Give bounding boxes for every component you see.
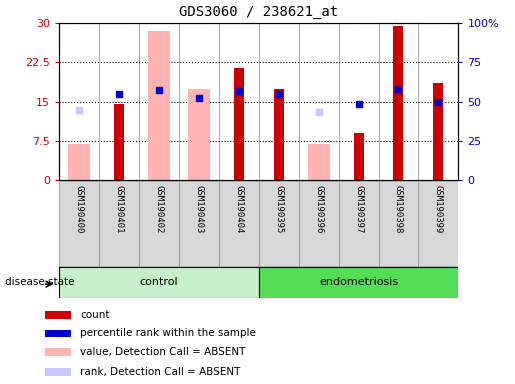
Text: GSM190395: GSM190395 [274, 185, 283, 233]
Bar [59, 267, 259, 298]
Bar [114, 104, 124, 180]
Text: GSM190398: GSM190398 [394, 185, 403, 233]
FancyBboxPatch shape [179, 180, 219, 267]
Bar [307, 144, 330, 180]
Title: GDS3060 / 238621_at: GDS3060 / 238621_at [179, 5, 338, 19]
Text: GSM190396: GSM190396 [314, 185, 323, 233]
Bar [274, 89, 284, 180]
Bar [393, 26, 403, 180]
Text: GSM190399: GSM190399 [434, 185, 443, 233]
Text: GSM190400: GSM190400 [75, 185, 83, 233]
FancyBboxPatch shape [219, 180, 259, 267]
FancyBboxPatch shape [418, 180, 458, 267]
Bar [45, 348, 71, 356]
Text: rank, Detection Call = ABSENT: rank, Detection Call = ABSENT [80, 367, 241, 377]
FancyBboxPatch shape [259, 180, 299, 267]
Bar [148, 31, 170, 180]
Bar [45, 311, 71, 319]
FancyBboxPatch shape [339, 180, 379, 267]
Text: GSM190402: GSM190402 [154, 185, 163, 233]
Bar [434, 83, 443, 180]
FancyBboxPatch shape [299, 180, 339, 267]
Text: percentile rank within the sample: percentile rank within the sample [80, 328, 256, 338]
Text: value, Detection Call = ABSENT: value, Detection Call = ABSENT [80, 347, 246, 357]
Text: endometriosis: endometriosis [319, 277, 398, 287]
Bar [45, 329, 71, 337]
FancyBboxPatch shape [379, 180, 418, 267]
Text: count: count [80, 310, 110, 320]
Text: GSM190403: GSM190403 [195, 185, 203, 233]
Text: GSM190401: GSM190401 [115, 185, 124, 233]
FancyBboxPatch shape [59, 180, 99, 267]
Text: GSM190397: GSM190397 [354, 185, 363, 233]
Text: control: control [140, 277, 178, 287]
Bar [68, 144, 90, 180]
FancyBboxPatch shape [99, 180, 139, 267]
Bar [188, 89, 210, 180]
Bar [354, 133, 364, 180]
Bar [45, 368, 71, 376]
Text: GSM190404: GSM190404 [234, 185, 243, 233]
FancyBboxPatch shape [139, 180, 179, 267]
Bar [259, 267, 458, 298]
Bar [234, 68, 244, 180]
Text: disease state: disease state [5, 277, 75, 287]
